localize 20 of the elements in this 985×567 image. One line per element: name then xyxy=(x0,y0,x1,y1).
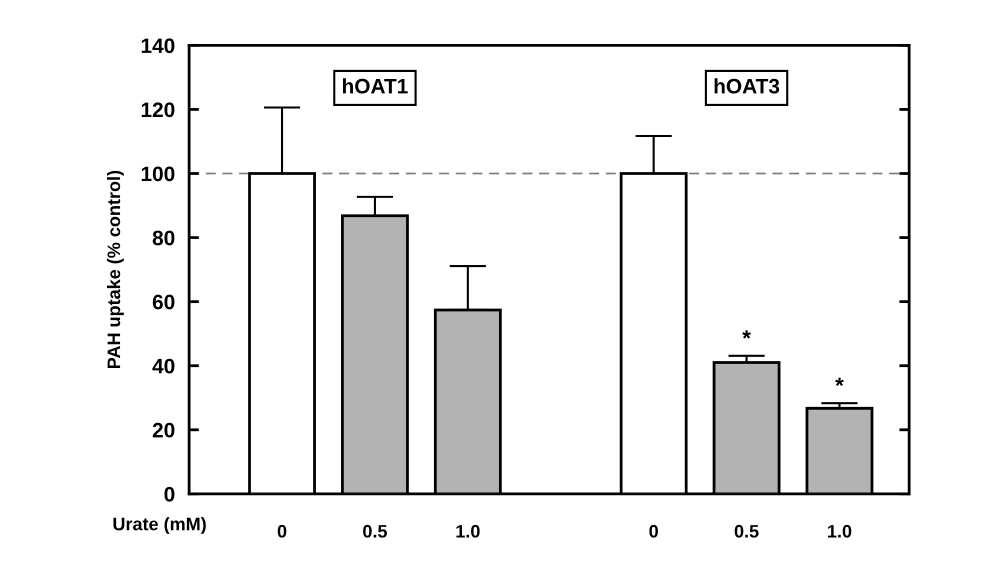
y-tick-label: 40 xyxy=(152,358,174,374)
y-tick-label: 80 xyxy=(152,230,174,246)
y-tick-label: 0 xyxy=(164,486,174,502)
annotation: hOAT1 xyxy=(343,78,408,94)
y-tick-label: 100 xyxy=(142,166,174,182)
y-axis-title: PAH uptake (% control) xyxy=(106,170,124,368)
x-tick-label: 1.0 xyxy=(828,524,852,538)
y-tick-label: 20 xyxy=(152,422,174,438)
x-tick-label: 1.0 xyxy=(456,524,480,538)
x-tick-label: 0 xyxy=(649,524,658,538)
x-tick-label: 0.5 xyxy=(363,524,387,538)
x-tick-label: 0.5 xyxy=(734,524,759,538)
y-tick-label: 60 xyxy=(152,294,174,310)
x-axis-title: Urate (mM) xyxy=(114,517,206,534)
annotation: * xyxy=(742,330,751,339)
annotation: hOAT3 xyxy=(714,78,780,94)
y-tick-label: 140 xyxy=(142,38,174,54)
x-tick-label: 0 xyxy=(278,524,286,538)
y-tick-label: 120 xyxy=(142,102,174,118)
annotation: * xyxy=(835,378,844,386)
